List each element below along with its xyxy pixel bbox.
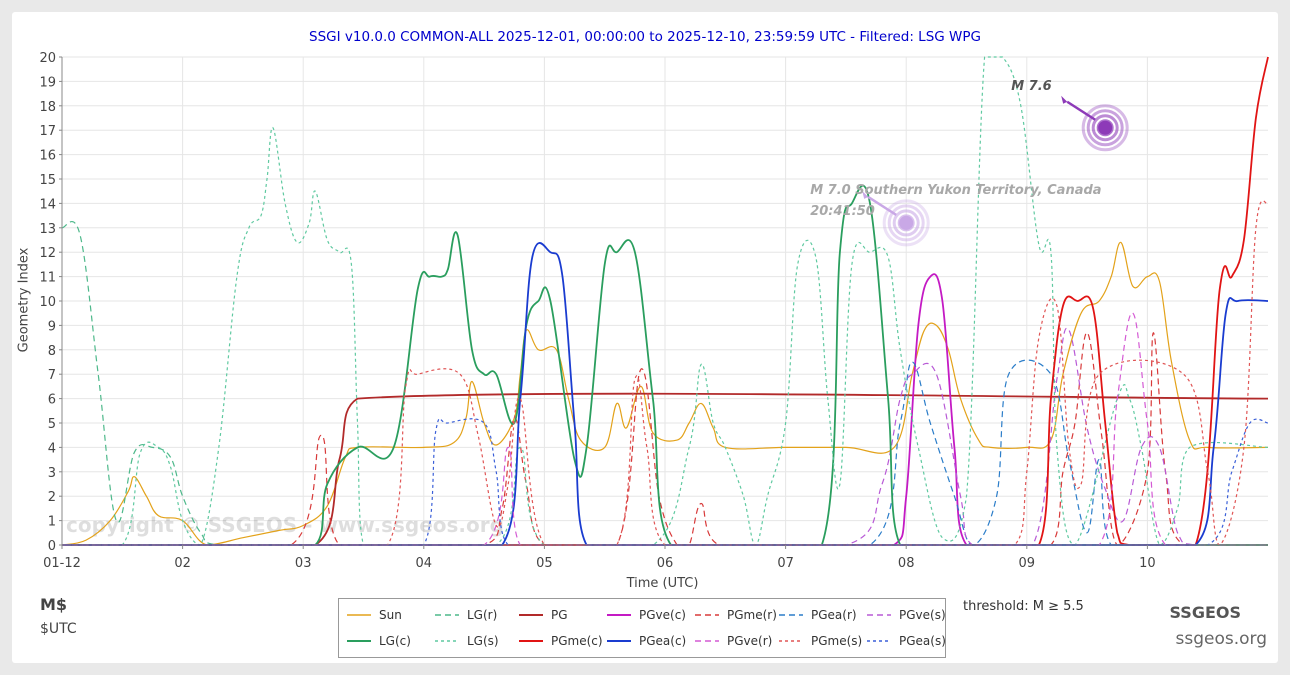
event-time: 20:41:50 (810, 204, 875, 219)
brand-name: SSGEOS (1169, 603, 1241, 622)
target-ring (882, 199, 930, 247)
x-tick-label: 09 (1019, 556, 1036, 571)
x-tick-label: 03 (295, 556, 312, 571)
legend-label: PGve(r) (727, 634, 773, 648)
x-tick-label: 05 (536, 556, 553, 571)
y-tick-label: 8 (48, 344, 56, 359)
y-tick-label: 17 (39, 124, 56, 139)
legend-label: Sun (379, 608, 402, 622)
threshold-text: threshold: M ≥ 5.5 (963, 599, 1084, 614)
earthquake-marker (1061, 95, 1129, 152)
legend-label: PGea(c) (639, 634, 687, 648)
legend-label: PGve(s) (899, 608, 946, 622)
series-line-pgea-c (61, 242, 1269, 546)
y-tick-label: 2 (48, 490, 56, 505)
legend-label: PGve(c) (639, 608, 686, 622)
legend-label: LG(r) (467, 608, 498, 622)
legend-label: PGea(s) (899, 634, 946, 648)
legend-swatch (779, 614, 803, 616)
series-line-lg-s (61, 56, 1269, 546)
y-tick-label: 7 (48, 368, 56, 383)
x-axis-label: Time (UTC) (626, 576, 699, 591)
y-tick-label: 10 (39, 295, 56, 310)
event-layer: M 7.0 Southern Yukon Territory, Canada 20… (810, 79, 1129, 247)
legend-swatch (867, 614, 891, 616)
legend-swatch (779, 640, 803, 642)
y-tick-label: 11 (39, 271, 56, 286)
target-ring (1086, 109, 1124, 147)
legend: Sun LG(r) PG PGve(c) PGme(r) PGea(r) PGve(s) LG… (338, 598, 946, 658)
legend-swatch (347, 614, 371, 616)
x-tick-label: 08 (898, 556, 915, 571)
target-center (1098, 120, 1113, 135)
y-tick-label: 20 (39, 51, 56, 66)
target-ring (887, 204, 925, 242)
utc-label: $UTC (40, 621, 77, 637)
y-tick-label: 16 (39, 149, 56, 164)
legend-swatch (695, 640, 719, 642)
legend-label: LG(s) (467, 634, 499, 648)
legend-label: PGea(r) (811, 608, 857, 622)
y-axis-label: Geometry Index (16, 247, 32, 353)
target-center (899, 215, 914, 230)
x-tick-label: 10 (1139, 556, 1156, 571)
x-tick-label: 04 (416, 556, 433, 571)
legend-swatch (519, 614, 543, 616)
legend-swatch (607, 614, 631, 616)
event-label: M 7.0 Southern Yukon Territory, Canada (810, 183, 1101, 198)
legend-swatch (519, 640, 543, 642)
y-tick-label: 9 (48, 319, 56, 334)
legend-swatch (435, 640, 459, 642)
legend-swatch (607, 640, 631, 642)
series-line-sun (61, 241, 1269, 546)
y-tick-label: 13 (39, 222, 56, 237)
x-tick-label: 01-12 (43, 556, 81, 571)
y-tick-label: 12 (39, 246, 56, 261)
x-tick-label: 06 (657, 556, 674, 571)
chart-title: SSGI v10.0.0 COMMON-ALL 2025-12-01, 00:0… (309, 29, 981, 45)
y-tick-label: 14 (39, 197, 56, 212)
series-line-lg-c (61, 184, 1268, 546)
arrow-fletch (862, 190, 869, 199)
x-tick-label: 07 (777, 556, 794, 571)
legend-swatch (867, 640, 891, 642)
arrow-shaft (867, 195, 897, 216)
chart-card (12, 12, 1278, 663)
series-line-pgve-s (61, 327, 1268, 546)
target-ring (1081, 104, 1129, 152)
y-tick-label: 1 (48, 515, 56, 530)
x-tick-label: 02 (174, 556, 191, 571)
brand-site: ssgeos.org (1175, 629, 1267, 649)
series-line-pgea-r (61, 359, 1268, 546)
legend-label: PGme(r) (727, 608, 777, 622)
legend-swatch (695, 614, 719, 616)
legend-swatch (435, 614, 459, 616)
legend-label: PG (551, 608, 568, 622)
legend-label: LG(c) (379, 634, 411, 648)
legend-swatch (347, 640, 371, 642)
arrow-shaft (1066, 100, 1096, 121)
y-tick-label: 6 (48, 393, 56, 408)
magnitude-label: M$ (40, 595, 68, 614)
event-label: M 7.6 (1011, 79, 1051, 94)
target-ring (1091, 114, 1119, 142)
y-tick-label: 4 (48, 441, 56, 456)
legend-label: PGme(c) (551, 634, 603, 648)
grid (61, 56, 1268, 546)
earthquake-marker (862, 190, 930, 247)
target-ring (892, 209, 920, 237)
y-tick-label: 3 (48, 466, 56, 481)
y-tick-label: 5 (48, 417, 56, 432)
y-tick-label: 19 (39, 75, 56, 90)
y-tick-label: 18 (39, 100, 56, 115)
arrow-fletch (1061, 95, 1068, 104)
y-tick-label: 15 (39, 173, 56, 188)
legend-label: PGme(s) (811, 634, 863, 648)
y-tick-label: 0 (48, 539, 56, 554)
